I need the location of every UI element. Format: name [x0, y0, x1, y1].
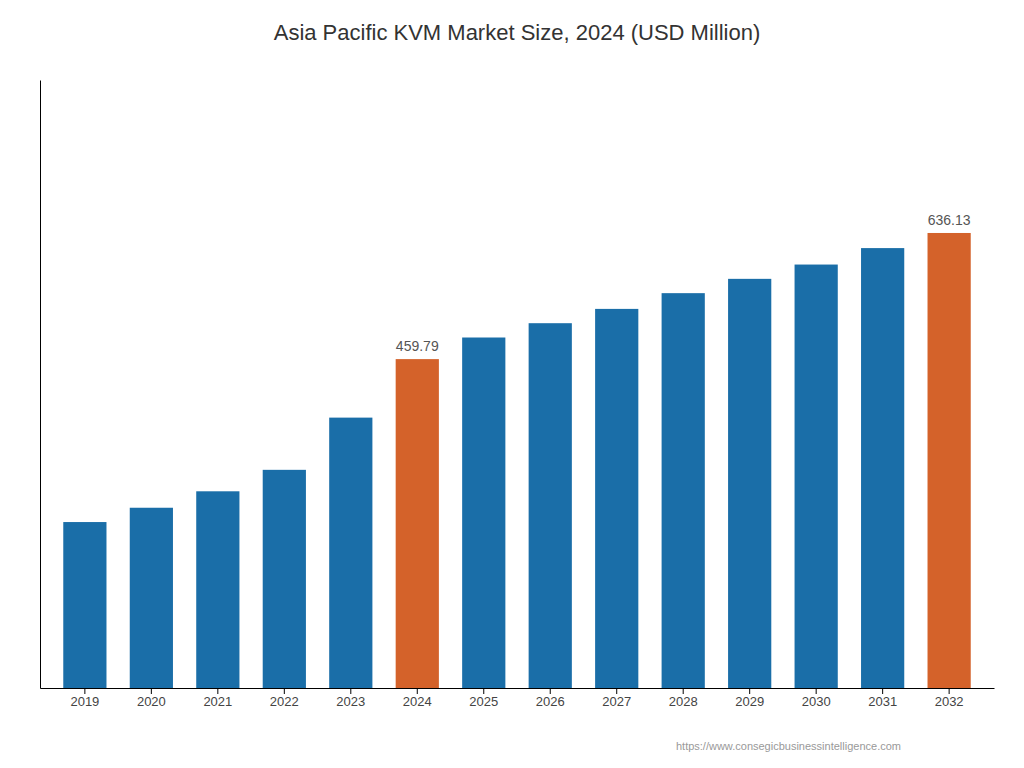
x-tick-mark: [350, 688, 351, 694]
y-axis-line: [40, 81, 41, 689]
x-tick: 2019: [70, 688, 99, 709]
x-tick: 2030: [802, 688, 831, 709]
bar: [63, 522, 106, 688]
x-tick-mark: [483, 688, 484, 694]
bars: [63, 233, 970, 688]
x-tick-mark: [151, 688, 152, 694]
x-tick: 2022: [270, 688, 299, 709]
x-tick: 2028: [669, 688, 698, 709]
x-tick-mark: [217, 688, 218, 694]
x-tick-mark: [882, 688, 883, 694]
x-tick-mark: [683, 688, 684, 694]
title: Asia Pacific KVM Market Size, 2024 (USD …: [274, 20, 761, 45]
x-tick-label: 2022: [270, 694, 299, 709]
x-tick-label: 2024: [403, 694, 432, 709]
x-tick: 2026: [536, 688, 565, 709]
plot: 2019 2020 2021 2022 2023 2024 2025 2026 2027 2028…: [41, 81, 995, 710]
bar: [263, 470, 306, 688]
x-tick: 2024: [403, 688, 432, 709]
x-tick-label: 2030: [802, 694, 831, 709]
x-tick-label: 2021: [203, 694, 232, 709]
bar: [529, 323, 572, 688]
bar: [928, 233, 971, 688]
x-axis-line: [41, 688, 995, 689]
x-tick-label: 2025: [469, 694, 498, 709]
bar: [595, 309, 638, 688]
x-tick-mark: [749, 688, 750, 694]
x-tick: 2032: [935, 688, 964, 709]
x-tick-label: 2020: [137, 694, 166, 709]
y-axis: [40, 81, 41, 689]
x-tick: 2021: [203, 688, 232, 709]
x-tick-label: 2027: [602, 694, 631, 709]
x-tick: 2020: [137, 688, 166, 709]
bar: [728, 279, 771, 688]
x-tick-mark: [550, 688, 551, 694]
x-tick-label: 2026: [536, 694, 565, 709]
annotations: 459.79 636.13: [396, 212, 971, 354]
x-tick-label: 2032: [935, 694, 964, 709]
x-tick: 2027: [602, 688, 631, 709]
bar: [861, 248, 904, 688]
x-tick-mark: [949, 688, 950, 694]
bar: [462, 338, 505, 688]
bar: [329, 418, 372, 688]
x-tick-mark: [284, 688, 285, 694]
x-tick: 2025: [469, 688, 498, 709]
x-tick: 2023: [336, 688, 365, 709]
bar: [795, 265, 838, 688]
x-tick-mark: [816, 688, 817, 694]
x-tick-mark: [616, 688, 617, 694]
x-tick-label: 2028: [669, 694, 698, 709]
x-tick: 2029: [735, 688, 764, 709]
bar: [196, 491, 239, 688]
watermark: https://www.consegicbusinessintelligence…: [676, 740, 901, 752]
bar: [130, 508, 173, 688]
annotation: 459.79: [396, 338, 439, 354]
x-tick-mark: [417, 688, 418, 694]
x-axis: 2019 2020 2021 2022 2023 2024 2025 2026 2027 2028…: [41, 688, 995, 709]
x-tick-label: 2031: [868, 694, 897, 709]
bar: [396, 359, 439, 688]
bar: [662, 293, 705, 688]
annotation: 636.13: [928, 212, 971, 228]
x-tick-label: 2019: [70, 694, 99, 709]
x-tick-label: 2029: [735, 694, 764, 709]
chart: 2019 2020 2021 2022 2023 2024 2025 2026 2027 2028…: [0, 0, 1024, 768]
x-tick-label: 2023: [336, 694, 365, 709]
x-tick-mark: [84, 688, 85, 694]
x-tick: 2031: [868, 688, 897, 709]
